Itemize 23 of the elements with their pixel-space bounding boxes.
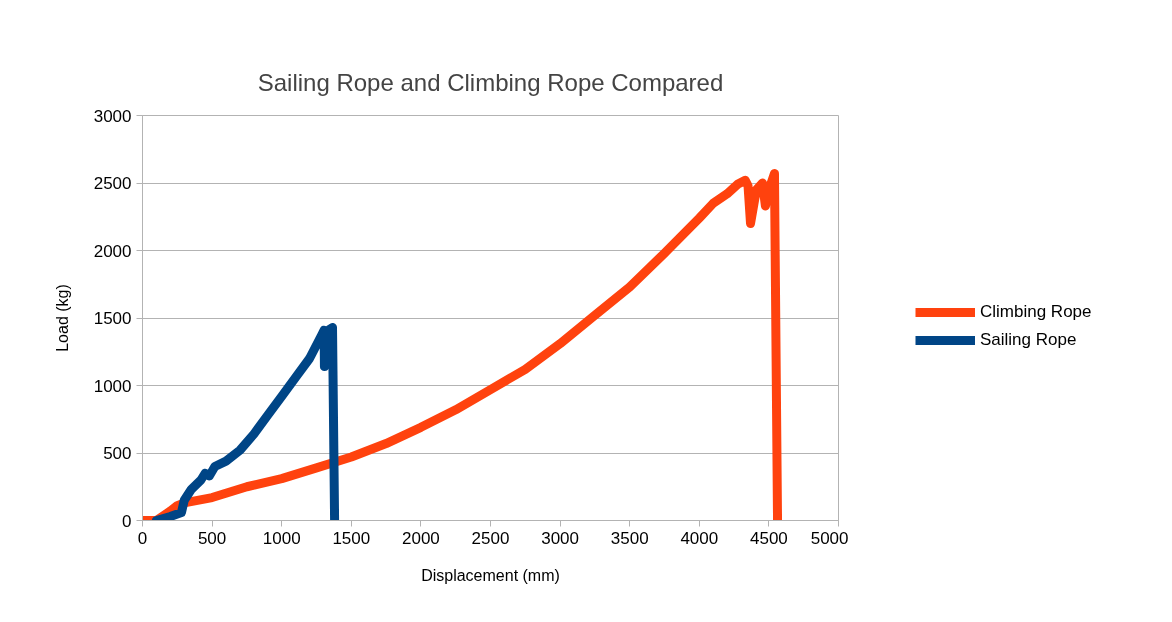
x-tick-label: 500 (197, 528, 227, 548)
y-tick-label: 1000 (93, 376, 132, 396)
x-tick-label: 5000 (810, 528, 849, 548)
x-tick-label: 1000 (262, 528, 301, 548)
x-tick-label: 3000 (541, 528, 580, 548)
y-axis-title: Load (kg) (53, 284, 71, 352)
x-axis-title: Displacement (mm) (421, 566, 560, 584)
y-tick-label: 2000 (93, 241, 132, 261)
x-tick-label: 1500 (332, 528, 371, 548)
x-tick-label: 3500 (610, 528, 649, 548)
y-tick-label: 500 (103, 444, 132, 463)
chart-title: Sailing Rope and Climbing Rope Compared (257, 68, 724, 96)
x-tick-label: 0 (137, 528, 148, 548)
legend-label: Sailing Rope (980, 330, 1077, 350)
y-tick-label: 0 (122, 511, 132, 531)
y-tick-label: 2500 (93, 174, 132, 193)
x-tick-label: 4500 (749, 528, 788, 548)
x-tick-label: 4000 (680, 528, 719, 548)
x-tick-label: 2500 (471, 528, 510, 548)
y-tick-label: 3000 (93, 106, 132, 126)
x-tick-label: 2000 (401, 528, 440, 548)
legend-label: Climbing Rope (980, 302, 1092, 322)
y-tick-label: 1500 (93, 309, 132, 328)
